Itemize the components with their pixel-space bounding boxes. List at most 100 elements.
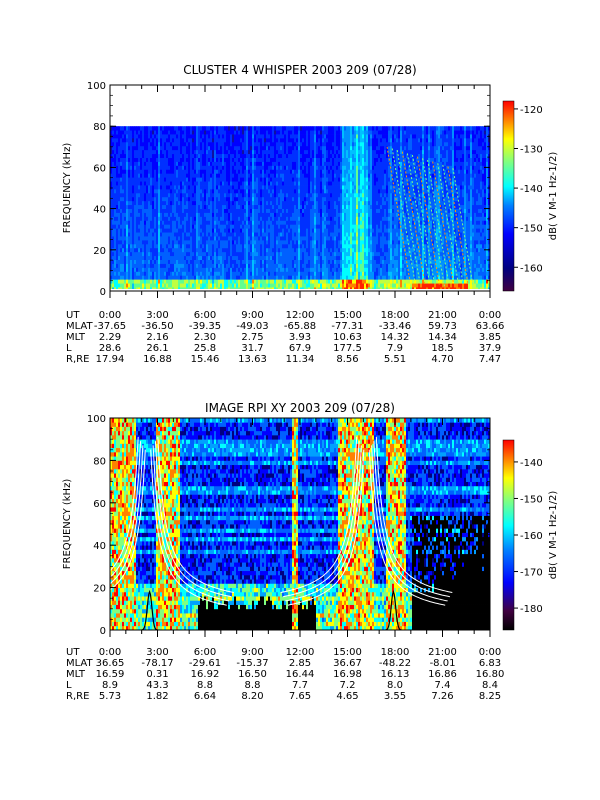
spectrogram-cell <box>330 283 333 288</box>
spectrogram-cell <box>310 204 313 209</box>
spectrogram-cell <box>162 134 165 139</box>
spectrogram-cell <box>254 204 257 209</box>
spectrogram-cell <box>160 247 163 253</box>
spectrogram-cell <box>116 137 119 143</box>
spectrogram-cell <box>310 208 313 213</box>
spectrogram-cell <box>110 161 113 166</box>
spectrogram-cell <box>326 283 329 288</box>
spectrogram-cell <box>284 208 287 213</box>
spectrogram-cell <box>250 126 253 131</box>
spectrogram-cell <box>144 134 147 139</box>
spectrogram-cell <box>300 224 303 229</box>
spectrogram-cell <box>214 153 217 158</box>
spectrogram-cell <box>276 275 279 280</box>
spectrogram-cell <box>204 141 207 147</box>
spectrogram-cell <box>296 173 299 178</box>
spectrogram-cell <box>142 157 145 162</box>
spectrogram-cell <box>136 212 139 217</box>
spectrogram-cell <box>242 287 245 289</box>
spectrogram-cell <box>126 145 129 151</box>
spectrogram-cell <box>186 208 189 213</box>
spectrogram-cell <box>138 192 141 198</box>
spectrogram-cell <box>162 224 165 229</box>
spectrogram-cell <box>318 145 321 151</box>
spectrogram-cell <box>246 271 249 276</box>
spectrogram-cell <box>276 192 279 198</box>
spectrogram-cell <box>182 165 185 170</box>
spectrogram-cell <box>234 216 237 221</box>
spectrogram-cell <box>132 283 135 288</box>
spectrogram-cell <box>150 192 153 198</box>
spectrogram-cell <box>338 126 341 131</box>
spectrogram-cell <box>340 149 343 155</box>
spectrogram-cell <box>334 181 337 186</box>
spectrogram-cell <box>216 212 219 217</box>
spectrogram-cell <box>280 137 283 143</box>
spectrogram-cell <box>278 228 281 233</box>
spectrogram-cell <box>346 165 349 170</box>
spectrogram-cell <box>312 212 315 217</box>
spectrogram-cell <box>308 141 311 147</box>
spectrogram-cell <box>186 271 189 276</box>
spectrogram-cell <box>176 200 179 206</box>
spectrogram-cell <box>336 161 339 166</box>
spectrogram-cell <box>266 141 269 147</box>
spectrogram-cell <box>146 161 149 166</box>
spectrogram-cell <box>296 271 299 276</box>
spectrogram-cell <box>260 185 263 190</box>
spectrogram-cell <box>154 271 157 276</box>
spectrogram-cell <box>332 126 335 131</box>
spectrogram-cell <box>180 216 183 221</box>
spectrogram-cell <box>310 267 313 272</box>
spectrogram-cell <box>122 247 125 253</box>
spectrogram-cell <box>284 185 287 190</box>
spectrogram-cell <box>220 232 223 237</box>
spectrogram-cell <box>270 204 273 209</box>
spectrogram-cell <box>344 279 347 284</box>
spectrogram-cell <box>196 247 199 253</box>
spectrogram-cell <box>344 243 347 249</box>
spectrogram-cell <box>276 185 279 190</box>
spectrogram-cell <box>246 259 249 264</box>
spectrogram-cell <box>188 224 191 229</box>
spectrogram-cell <box>316 169 319 174</box>
spectrogram-cell <box>136 259 139 264</box>
spectrogram-cell <box>342 251 345 257</box>
spectrogram-cell <box>264 287 267 289</box>
spectrogram-cell <box>206 141 209 147</box>
spectrogram-cell <box>300 169 303 174</box>
spectrogram-cell <box>272 185 275 190</box>
spectrogram-cell <box>324 169 327 174</box>
spectrogram-cell <box>180 255 183 261</box>
spectrogram-cell <box>230 177 233 182</box>
spectrogram-cell <box>180 232 183 237</box>
spectrogram-cell <box>212 224 215 229</box>
spectrogram-cell <box>204 169 207 174</box>
spectrogram-cell <box>282 165 285 170</box>
spectrogram-cell <box>206 153 209 158</box>
spectrogram-cell <box>196 220 199 225</box>
spectrogram-cell <box>212 208 215 213</box>
spectrogram-cell <box>116 283 119 288</box>
spectrogram-cell <box>314 243 317 249</box>
spectrogram-cell <box>228 169 231 174</box>
spectrogram-cell <box>206 271 209 276</box>
spectrogram-cell <box>116 130 119 135</box>
spectrogram-cell <box>124 200 127 206</box>
spectrogram-cell <box>340 126 343 131</box>
spectrogram-cell <box>256 169 259 174</box>
spectrogram-cell <box>204 130 207 135</box>
spectrogram-cell <box>150 255 153 261</box>
spectrogram-cell <box>232 181 235 186</box>
spectrogram-cell <box>178 267 181 272</box>
spectrogram-cell <box>206 161 209 166</box>
spectrogram-cell <box>288 185 291 190</box>
spectrogram-cell <box>244 236 247 241</box>
spectrogram-cell <box>244 228 247 233</box>
spectrogram-cell <box>234 157 237 162</box>
spectrogram-cell <box>326 239 329 245</box>
spectrogram-cell <box>130 149 133 155</box>
spectrogram-cell <box>210 200 213 206</box>
spectrogram-cell <box>282 224 285 229</box>
spectrogram-cell <box>138 228 141 233</box>
